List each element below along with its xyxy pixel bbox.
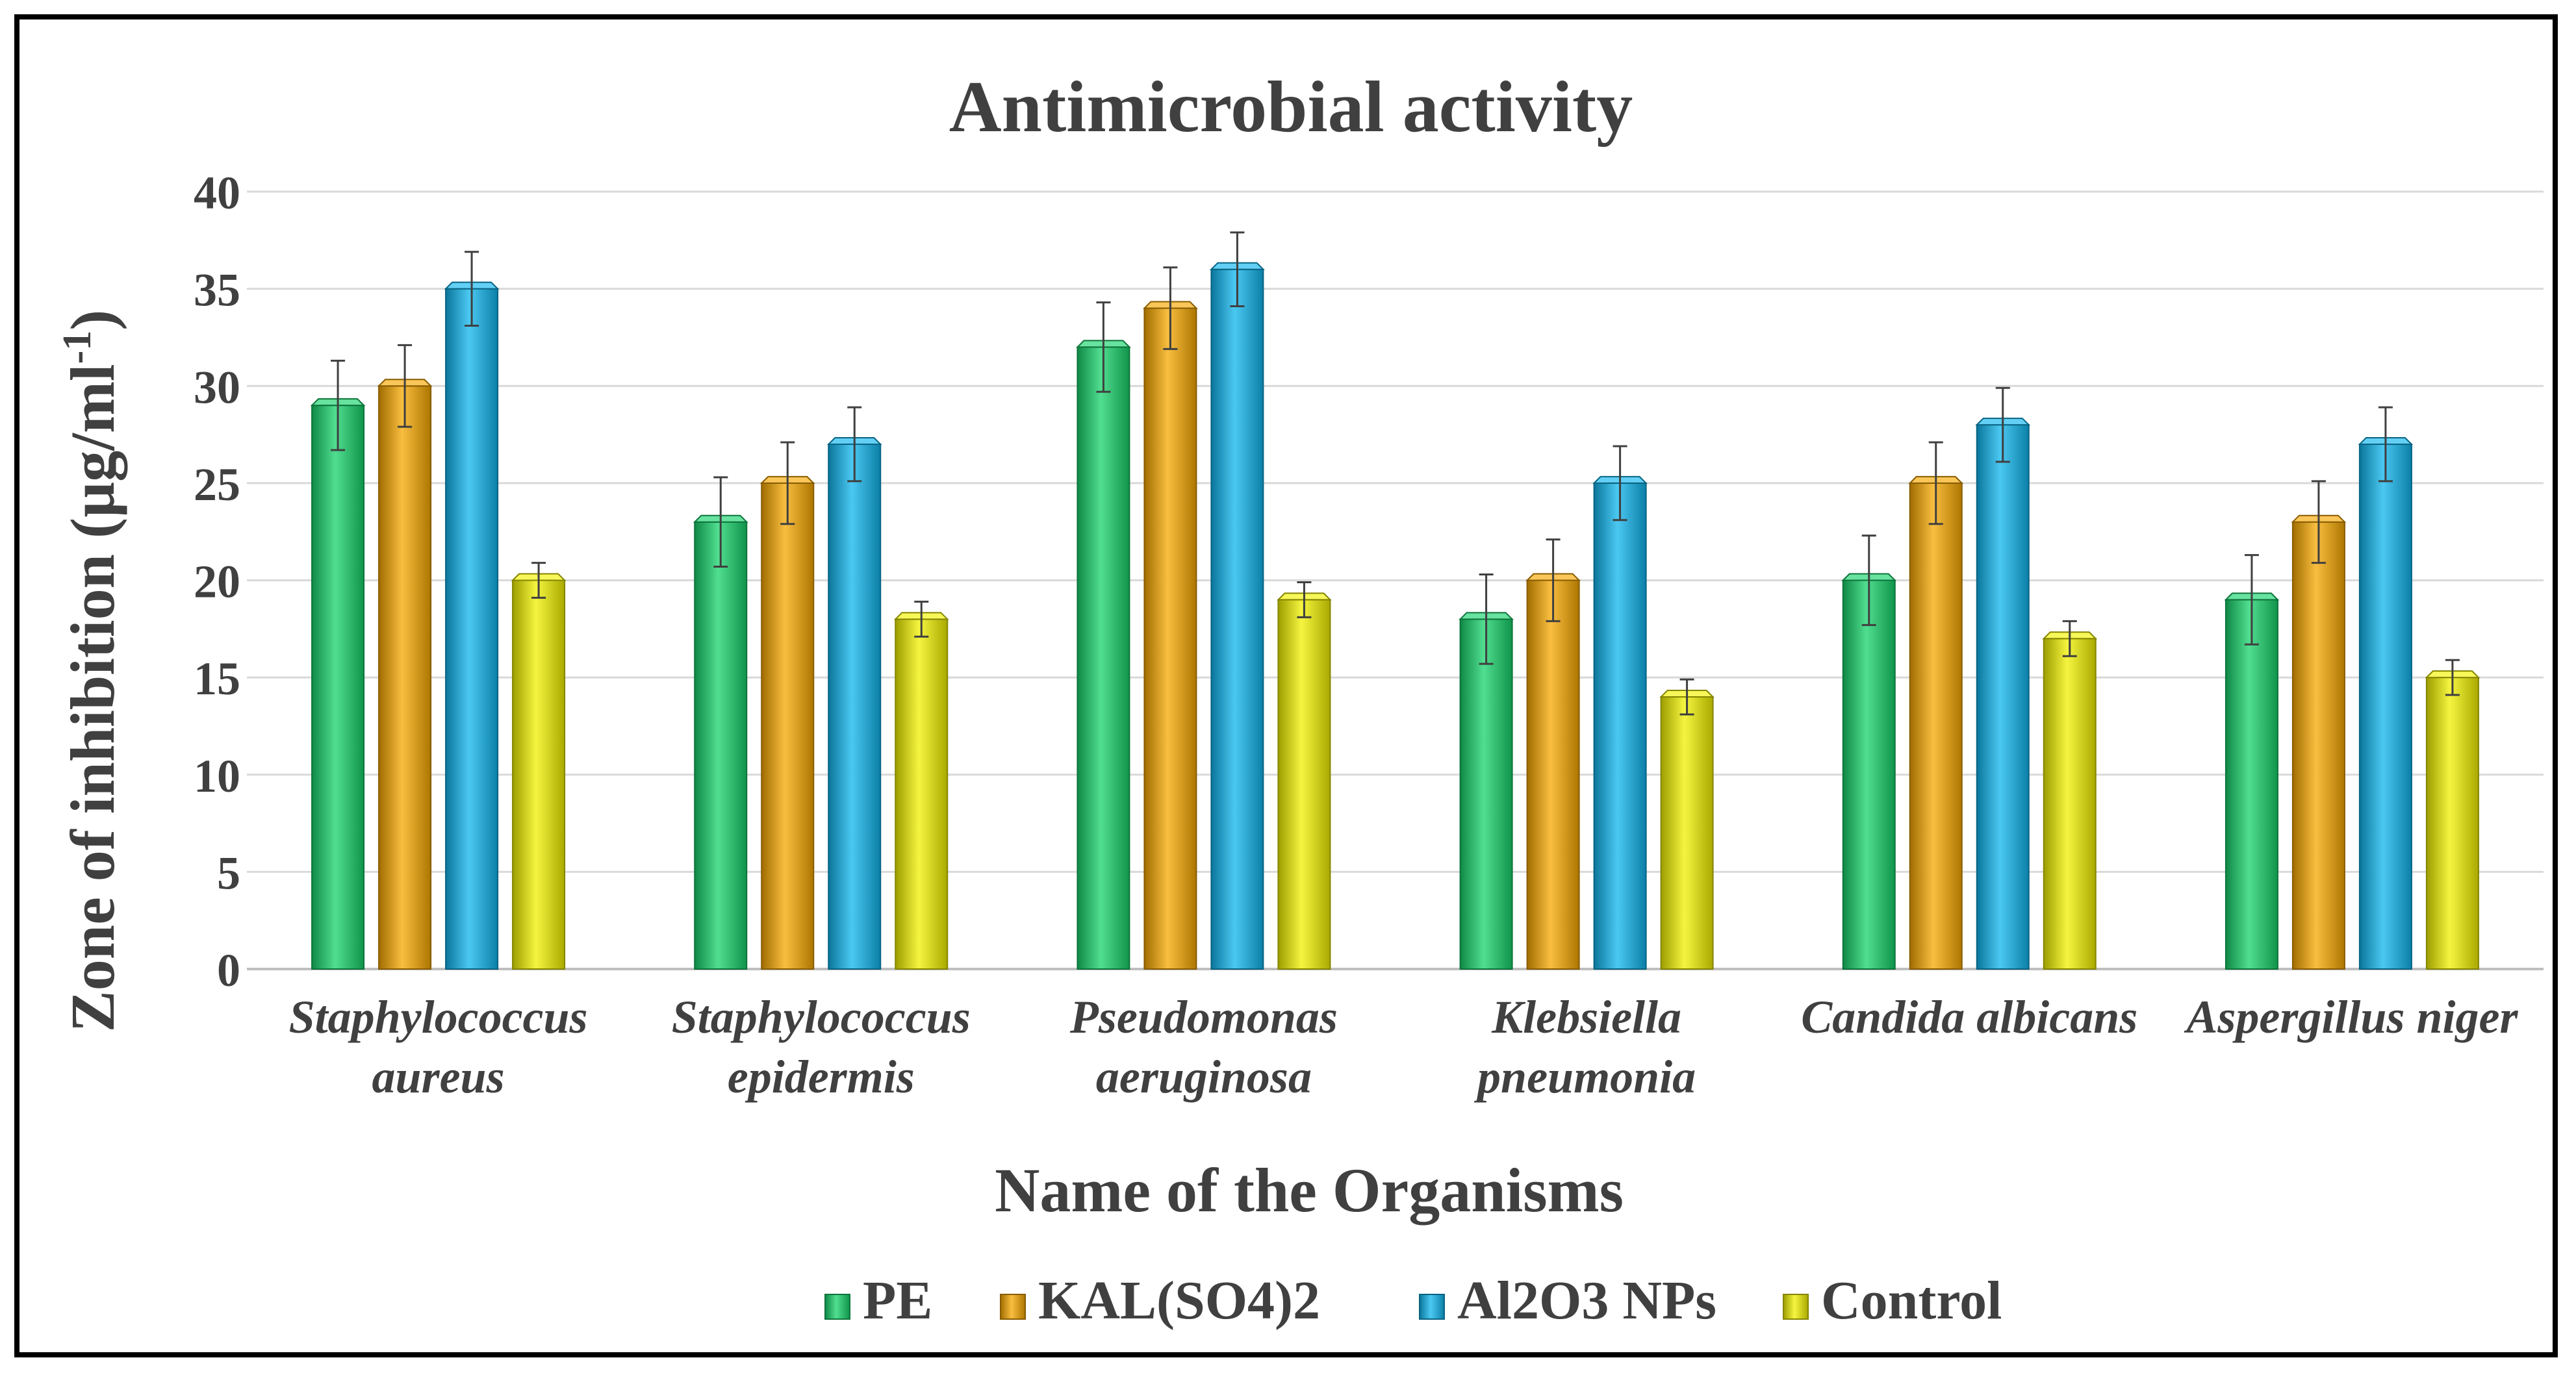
x-category-label: Staphylococcus aureus — [289, 991, 588, 1103]
legend-label: Al2O3 NPs — [1457, 1270, 1716, 1331]
error-bar — [914, 600, 929, 638]
bar-control — [1660, 696, 1714, 970]
legend-label: PE — [863, 1270, 932, 1331]
legend-label: Control — [1821, 1270, 2002, 1331]
bar-al2o3-nps — [445, 288, 499, 970]
error-bar — [2445, 659, 2460, 696]
y-axis-label: Zone of inhibition (µg/ml-1) — [55, 310, 127, 1032]
y-tick-label: 5 — [217, 847, 240, 899]
y-tick-label: 25 — [194, 459, 240, 510]
x-axis-label: Name of the Organisms — [995, 1155, 1624, 1225]
bar-al2o3-nps — [2358, 444, 2412, 970]
y-tick-label: 35 — [194, 264, 240, 316]
legend: PE KAL(SO4)2 Al2O3 NPs Control — [824, 1270, 2002, 1331]
error-bar — [465, 251, 479, 327]
bar-al2o3-nps — [828, 444, 882, 970]
bar-kal-so4-2 — [378, 385, 432, 970]
y-tick-label: 20 — [194, 556, 240, 608]
y-tick-label: 10 — [194, 750, 240, 802]
legend-label: KAL(SO4)2 — [1038, 1270, 1320, 1331]
error-bar — [2378, 406, 2393, 483]
error-bars — [331, 231, 2460, 716]
bar-kal-so4-2 — [1143, 307, 1197, 970]
bar-pe — [2225, 599, 2278, 970]
bar-pe — [1842, 579, 1896, 970]
bar-pe — [1077, 346, 1130, 970]
error-bar — [1479, 573, 1494, 665]
error-bar — [1230, 231, 1245, 308]
error-bar — [2244, 554, 2259, 646]
legend-swatch — [824, 1294, 850, 1320]
error-bar — [2311, 480, 2326, 564]
bar-control — [2043, 638, 2097, 970]
bar-kal-so4-2 — [761, 482, 815, 970]
bar-al2o3-nps — [1210, 268, 1264, 970]
x-category-label: Staphylococcus epidermis — [672, 991, 971, 1103]
x-category-label: Candida albicans — [1801, 991, 2137, 1043]
y-axis-ticks: 0 5 10 15 20 25 30 35 40 — [194, 167, 240, 996]
error-bar — [1096, 301, 1111, 393]
bar-pe — [1459, 618, 1513, 970]
x-axis-categories: Staphylococcus aureus Staphylococcus epider… — [289, 991, 2519, 1103]
legend-swatch — [1783, 1294, 1809, 1320]
error-bar — [1679, 678, 1694, 716]
error-bar — [1546, 538, 1561, 622]
chart-frame: Antimicrobial activity 0 5 10 15 20 25 30 35 40 … — [14, 14, 2558, 1357]
y-tick-label: 0 — [217, 944, 240, 996]
bar-kal-so4-2 — [1526, 579, 1580, 970]
error-bar — [1861, 535, 1876, 626]
error-bar — [1297, 581, 1312, 618]
error-bar — [531, 562, 546, 599]
y-tick-label: 30 — [194, 361, 240, 413]
legend-swatch — [1419, 1294, 1445, 1320]
chart-title: Antimicrobial activity — [949, 67, 1633, 147]
bar-control — [512, 579, 566, 970]
bars — [310, 262, 2480, 970]
bar-control — [895, 618, 949, 970]
y-tick-label: 15 — [194, 653, 240, 705]
error-bar — [1928, 441, 1943, 525]
bar-control — [2425, 677, 2479, 970]
legend-swatch — [1000, 1294, 1026, 1320]
error-bar — [331, 359, 346, 451]
bar-al2o3-nps — [1593, 482, 1647, 970]
gridlines — [247, 190, 2544, 970]
error-bar — [1995, 386, 2010, 463]
bar-pe — [311, 405, 365, 970]
bar-kal-so4-2 — [1909, 482, 1963, 970]
error-bar — [847, 406, 862, 483]
bar-pe — [694, 521, 748, 970]
error-bar — [398, 344, 413, 428]
bar-al2o3-nps — [1976, 424, 2030, 970]
error-bar — [780, 441, 795, 525]
x-category-label: Klebsiella pneumonia — [1473, 991, 1696, 1103]
error-bar — [713, 476, 728, 568]
x-category-label: Pseudomonas aeruginosa — [1069, 991, 1338, 1103]
error-bar — [1613, 445, 1627, 522]
error-bar — [1163, 266, 1178, 350]
y-tick-label: 40 — [194, 167, 240, 219]
x-category-label: Aspergillus niger — [2184, 991, 2518, 1043]
bar-control — [1277, 599, 1331, 970]
error-bar — [2062, 620, 2077, 657]
bar-kal-so4-2 — [2291, 521, 2345, 970]
chart-svg: Antimicrobial activity 0510152025303540 … — [55, 67, 2544, 1331]
